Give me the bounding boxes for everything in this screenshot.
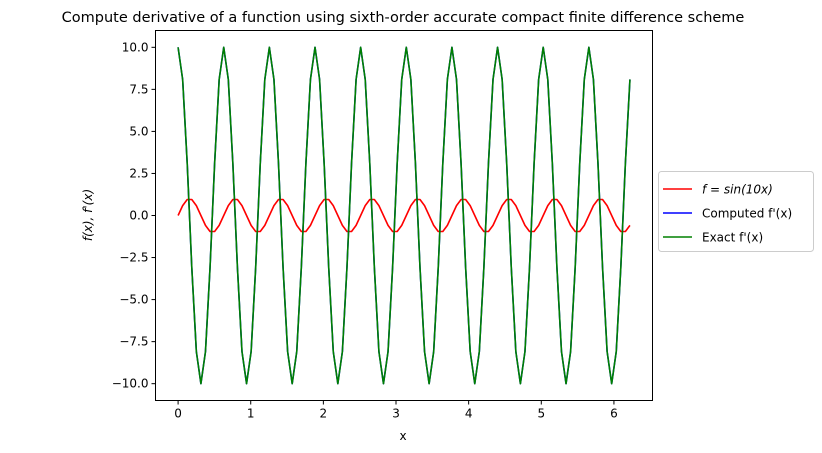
- x-tick-label: 2: [320, 407, 328, 421]
- legend-label: Computed f'(x): [702, 207, 792, 221]
- y-tick-label: −2.5: [119, 251, 148, 265]
- x-axis: 0 1 2 3 4 5 6: [174, 400, 618, 421]
- legend-label: Exact f'(x): [702, 231, 763, 245]
- x-tick-label: 0: [174, 407, 182, 421]
- legend-label: f = sin(10x): [702, 183, 773, 197]
- x-tick-label: 4: [465, 407, 473, 421]
- y-tick-label: 10.0: [122, 40, 149, 54]
- series-line-0: [177, 198, 631, 233]
- y-axis: −10.0 −7.5 −5.0 −2.5 0.0 2.5 5.0 7.5 10.0: [112, 40, 156, 391]
- y-tick-label: −10.0: [112, 377, 149, 391]
- x-tick-label: 6: [610, 407, 618, 421]
- x-tick-label: 3: [392, 407, 400, 421]
- y-tick-label: 2.5: [129, 166, 148, 180]
- y-tick-label: 7.5: [129, 82, 148, 96]
- y-tick-label: −5.0: [119, 293, 148, 307]
- chart-title: Compute derivative of a function using s…: [62, 10, 745, 26]
- y-tick-label: −7.5: [119, 335, 148, 349]
- series-line-2: [177, 46, 631, 385]
- y-tick-label: 0.0: [129, 209, 148, 223]
- legend: f = sin(10x) Computed f'(x) Exact f'(x): [658, 171, 814, 252]
- y-tick-label: 5.0: [129, 124, 148, 138]
- x-tick-label: 5: [537, 407, 545, 421]
- legend-box: [658, 171, 814, 252]
- x-tick-label: 1: [247, 407, 255, 421]
- x-axis-label: x: [399, 429, 406, 443]
- y-axis-label: f(x), f'(x): [81, 189, 95, 241]
- series-layer: [177, 46, 631, 385]
